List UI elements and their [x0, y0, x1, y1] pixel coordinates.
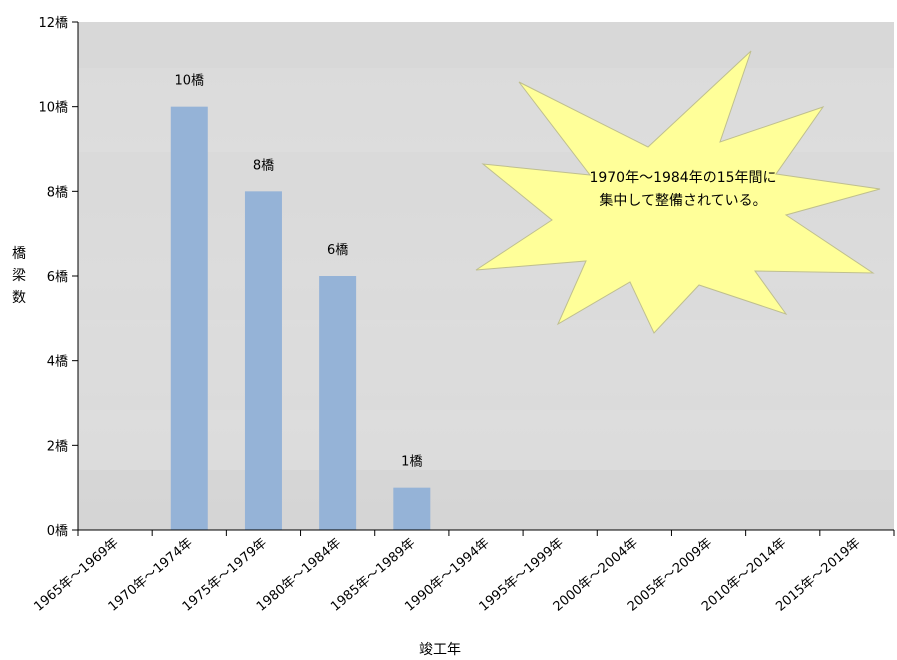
background-band — [78, 410, 894, 470]
bar — [244, 191, 282, 531]
y-tick-label: 6橋 — [47, 270, 68, 285]
bar — [170, 106, 208, 531]
y-axis-title: 橋 梁 数 — [12, 246, 26, 306]
background-band — [78, 470, 894, 530]
bar — [319, 276, 357, 530]
background-band — [78, 22, 894, 68]
y-tick-label: 0橋 — [47, 524, 68, 539]
x-axis-ticks: 1965年～1969年1970年～1974年1975年～1979年1980年～1… — [31, 530, 895, 615]
callout: 1970年～1984年の15年間に 集中して整備されている。 — [475, 50, 881, 334]
callout-starburst — [475, 50, 881, 334]
bar-data-label: 8橋 — [253, 158, 274, 173]
bar-data-label: 10橋 — [174, 74, 204, 89]
y-axis-title-char-3: 数 — [12, 290, 26, 306]
bar-data-label: 6橋 — [327, 243, 348, 258]
y-axis-title-char-2: 梁 — [12, 268, 26, 284]
y-tick-label: 2橋 — [47, 439, 68, 454]
bar-data-label: 1橋 — [401, 455, 422, 470]
y-tick-label: 8橋 — [47, 185, 68, 200]
y-tick-label: 4橋 — [47, 355, 68, 370]
y-axis-title-char-1: 橋 — [12, 246, 26, 262]
background-band — [78, 320, 894, 410]
y-tick-label: 10橋 — [38, 101, 68, 116]
y-tick-label: 12橋 — [38, 16, 68, 31]
data-labels: 10橋 8橋 6橋 1橋 — [174, 74, 422, 470]
bar — [393, 487, 431, 530]
bars — [170, 106, 431, 531]
callout-line-2: 集中して整備されている。 — [599, 192, 766, 209]
y-axis-ticks: 0橋 2橋 4橋 6橋 8橋 10橋 12橋 — [38, 16, 78, 539]
callout-line-1: 1970年～1984年の15年間に — [589, 170, 776, 186]
x-axis-title: 竣工年 — [419, 642, 461, 658]
